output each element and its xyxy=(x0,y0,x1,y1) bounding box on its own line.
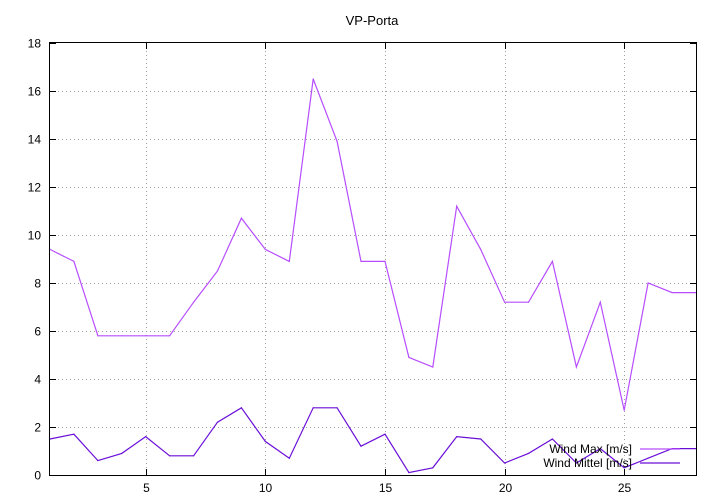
x-axis-tick-labels: 5 10 15 20 25 xyxy=(143,481,631,495)
data-point xyxy=(240,217,242,219)
data-point xyxy=(599,448,601,450)
data-point xyxy=(216,270,219,272)
x-tick-label: 25 xyxy=(618,481,632,495)
data-point xyxy=(240,407,242,409)
data-point xyxy=(360,260,362,262)
data-point xyxy=(408,472,410,474)
data-point xyxy=(336,140,338,142)
chart-title: VP-Porta xyxy=(346,13,400,28)
y-tick-label: 2 xyxy=(34,421,41,435)
x-tick-label: 20 xyxy=(499,481,513,495)
data-point xyxy=(647,282,649,284)
data-point xyxy=(384,260,386,262)
data-point xyxy=(504,462,506,464)
data-point xyxy=(73,433,75,435)
data-point xyxy=(504,301,506,303)
data-point xyxy=(312,407,314,409)
data-point xyxy=(456,436,458,438)
y-tick-label: 18 xyxy=(28,37,42,51)
data-point xyxy=(145,335,147,337)
data-point xyxy=(480,248,482,250)
plot-frame xyxy=(49,42,697,476)
legend-label: Wind Max [m/s] xyxy=(549,442,632,456)
x-tick-label: 10 xyxy=(259,481,273,495)
y-tick-label: 14 xyxy=(28,133,42,147)
data-point xyxy=(456,205,458,207)
x-tick-label: 15 xyxy=(379,481,393,495)
legend: Wind Max [m/s]Wind Mittel [m/s] xyxy=(543,442,680,470)
data-point xyxy=(551,260,554,262)
data-point xyxy=(408,356,410,358)
data-point xyxy=(432,366,434,368)
y-axis-tick-labels: 0 2 4 6 8 10 12 14 16 18 xyxy=(28,37,42,483)
y-tick-label: 12 xyxy=(28,181,42,195)
data-point xyxy=(288,457,290,459)
data-point xyxy=(336,407,338,409)
data-point xyxy=(264,248,266,250)
data-point xyxy=(97,460,99,462)
data-point xyxy=(121,335,123,337)
data-point xyxy=(121,452,123,454)
y-tick-label: 4 xyxy=(34,373,41,387)
data-point xyxy=(73,260,75,262)
series-lines xyxy=(49,78,697,474)
data-point xyxy=(169,455,171,457)
y-tick-label: 6 xyxy=(34,325,41,339)
legend-label: Wind Mittel [m/s] xyxy=(543,456,632,470)
data-point xyxy=(527,452,530,454)
data-point xyxy=(671,292,673,294)
data-point xyxy=(216,421,219,423)
data-point xyxy=(193,301,195,303)
data-point xyxy=(288,260,290,262)
data-point xyxy=(527,301,530,303)
data-point xyxy=(145,436,147,438)
data-point xyxy=(623,409,625,411)
y-tick-label: 8 xyxy=(34,277,41,291)
y-tick-label: 0 xyxy=(34,469,41,483)
data-point xyxy=(480,438,482,440)
data-point xyxy=(169,335,171,337)
x-tick-label: 5 xyxy=(143,481,150,495)
data-point xyxy=(432,467,434,469)
y-tick-label: 10 xyxy=(28,229,42,243)
data-point xyxy=(551,438,554,440)
data-point xyxy=(575,366,578,368)
data-point xyxy=(193,455,195,457)
data-point xyxy=(647,457,649,459)
data-point xyxy=(360,445,362,447)
series-line-1 xyxy=(49,78,696,411)
data-point xyxy=(623,467,625,469)
data-point xyxy=(312,78,314,80)
data-point xyxy=(599,301,601,303)
data-point xyxy=(384,433,386,435)
data-point xyxy=(575,462,578,464)
y-tick-label: 16 xyxy=(28,85,42,99)
data-point xyxy=(97,335,99,337)
series-line-2 xyxy=(49,406,696,474)
data-point xyxy=(264,440,266,442)
grid xyxy=(50,43,696,475)
